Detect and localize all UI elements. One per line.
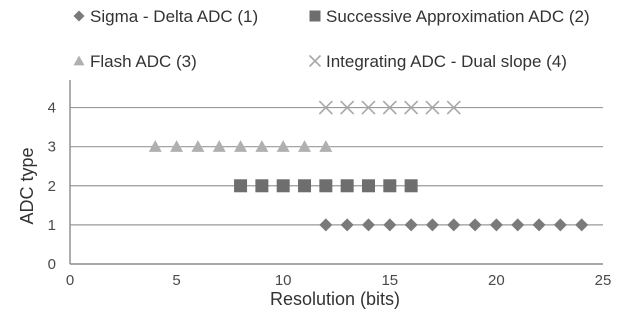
- legend-marker-diamond: [73, 10, 85, 22]
- data-point: [340, 218, 354, 232]
- data-point: [361, 179, 375, 193]
- legend-marker-triangle: [73, 55, 85, 66]
- data-point: [234, 140, 248, 152]
- data-point: [298, 140, 312, 152]
- x-tick-label-20: 20: [488, 272, 505, 289]
- data-point: [489, 218, 503, 232]
- y-tick-label-3: 3: [48, 139, 56, 156]
- x-axis-title: Resolution (bits): [270, 289, 400, 309]
- legend-marker-x: [308, 54, 322, 68]
- x-tick-label-10: 10: [275, 272, 292, 289]
- y-tick-label-4: 4: [48, 100, 56, 117]
- data-point: [148, 140, 162, 152]
- legend-item-4: Integrating ADC - Dual slope (4): [308, 52, 567, 71]
- legend-label: Sigma - Delta ADC (1): [90, 7, 258, 26]
- data-point: [575, 218, 589, 232]
- axes: [69, 80, 603, 265]
- data-point: [382, 100, 397, 115]
- legend-label: Successive Approximation ADC (2): [326, 7, 590, 26]
- data-point: [383, 179, 397, 193]
- data-point: [468, 218, 482, 232]
- y-axis-title: ADC type: [17, 147, 37, 224]
- data-point: [234, 179, 248, 193]
- data-point: [191, 140, 205, 152]
- data-point: [404, 218, 418, 232]
- y-tick-label-1: 1: [48, 217, 56, 234]
- y-tick-label-0: 0: [48, 256, 56, 273]
- x-tick-label-5: 5: [172, 272, 180, 289]
- data-point: [404, 179, 418, 193]
- data-point: [446, 100, 461, 115]
- data-point: [425, 100, 440, 115]
- series-2: [234, 179, 418, 193]
- data-point: [361, 218, 375, 232]
- data-point: [276, 140, 290, 152]
- data-point: [361, 100, 376, 115]
- data-point: [255, 140, 269, 152]
- data-point: [318, 100, 333, 115]
- data-point: [425, 218, 439, 232]
- legend-label: Integrating ADC - Dual slope (4): [326, 52, 567, 71]
- legend-item-3: Flash ADC (3): [73, 52, 197, 71]
- legend-item-1: Sigma - Delta ADC (1): [73, 7, 258, 26]
- x-tick-label-25: 25: [595, 272, 612, 289]
- legend-label: Flash ADC (3): [90, 52, 197, 71]
- data-point: [383, 218, 397, 232]
- series-1: [319, 218, 589, 232]
- series-4: [318, 100, 461, 115]
- data-point: [276, 179, 290, 193]
- y-tick-label-2: 2: [48, 178, 56, 195]
- series-3: [148, 140, 333, 152]
- gridlines: [70, 106, 603, 226]
- data-point: [319, 140, 333, 152]
- x-tick-label-0: 0: [66, 272, 74, 289]
- data-point: [170, 140, 184, 152]
- legend: Sigma - Delta ADC (1) Successive Approxim…: [73, 7, 590, 71]
- data-point: [319, 179, 333, 193]
- data-point: [511, 218, 525, 232]
- data-point: [404, 100, 419, 115]
- legend-item-2: Successive Approximation ADC (2): [309, 7, 590, 26]
- data-point: [447, 218, 461, 232]
- data-point: [532, 218, 546, 232]
- data-point: [553, 218, 567, 232]
- data-point: [340, 100, 355, 115]
- data-point: [298, 179, 312, 193]
- data-point: [255, 179, 269, 193]
- legend-marker-square: [309, 10, 321, 22]
- tick-labels: 0 5 10 15 20 25 0 1 2 3 4: [48, 100, 612, 289]
- data-point: [212, 140, 226, 152]
- data-marks: [148, 100, 589, 232]
- data-point: [319, 218, 333, 232]
- x-tick-label-15: 15: [381, 272, 398, 289]
- data-point: [340, 179, 354, 193]
